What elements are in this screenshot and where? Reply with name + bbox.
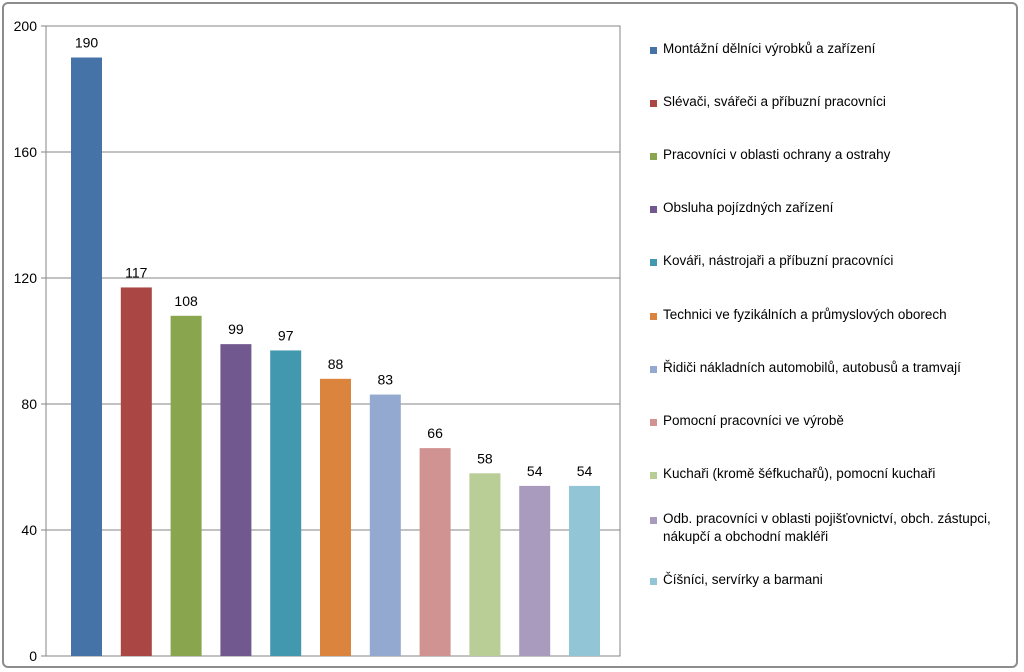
legend-swatch: [650, 471, 657, 479]
bar: [71, 57, 102, 656]
legend-swatch: [650, 100, 657, 108]
legend-label: Montážní dělníci výrobků a zařízení: [663, 41, 876, 56]
legend-swatch: [650, 47, 657, 54]
legend-swatch: [650, 578, 657, 585]
legend-label: Pracovníci v oblasti ochrany a ostrahy: [663, 147, 891, 163]
bar: [170, 315, 202, 656]
bar: [369, 394, 401, 656]
legend-swatch: [650, 312, 657, 320]
legend-item: Technici ve fyzikálních a průmyslových o…: [650, 306, 1020, 324]
data-label: 83: [378, 372, 394, 388]
data-label: 66: [427, 425, 443, 441]
legend-item: Kováři, nástrojaři a příbuzní pracovníci: [650, 252, 1020, 270]
y-tick-label: 40: [21, 522, 37, 538]
y-tick-label: 200: [14, 18, 38, 34]
legend-item: Montážní dělníci výrobků a zařízení: [650, 40, 1020, 58]
bar: [220, 344, 252, 656]
data-label: 108: [174, 293, 198, 309]
legend-swatch: [650, 206, 657, 214]
legend-swatch: [650, 259, 657, 267]
legend-label: Obsluha pojízdných zařízení: [663, 200, 834, 216]
bar: [120, 287, 152, 656]
legend-item: Odb. pracovníci v oblasti pojišťovnictví…: [650, 510, 1020, 546]
legend-item: Obsluha pojízdných zařízení: [650, 199, 1020, 217]
legend-label: Číšníci, servírky a barmani: [663, 572, 823, 587]
data-label: 117: [125, 264, 148, 280]
legend-label: Pomocní pracovníci ve výrobě: [663, 412, 844, 428]
legend-item: Číšníci, servírky a barmani: [650, 571, 1020, 589]
legend-label: Kováři, nástrojaři a příbuzní pracovníci: [663, 253, 894, 269]
bar: [569, 485, 600, 656]
y-tick-label: 0: [29, 648, 37, 664]
bar: [270, 350, 302, 656]
bar: [320, 378, 351, 656]
legend-item: Pomocní pracovníci ve výrobě: [650, 412, 1020, 430]
legend-label: Technici ve fyzikálních a průmyslových o…: [663, 306, 947, 322]
bar: [519, 485, 551, 656]
data-label: 58: [477, 450, 493, 466]
y-tick-label: 80: [21, 396, 37, 412]
legend-item: Řidiči nákladních automobilů, autobusů a…: [650, 359, 1020, 377]
data-label: 190: [75, 35, 99, 51]
data-label: 54: [577, 463, 593, 479]
legend-label: Slévači, svářeči a příbuzní pracovníci: [663, 94, 886, 110]
legend-swatch: [650, 516, 657, 524]
legend-swatch: [650, 418, 657, 426]
y-tick-label: 120: [14, 270, 38, 286]
legend-item: Kuchaři (kromě šéfkuchařů), pomocní kuch…: [650, 465, 1020, 483]
data-label: 88: [328, 356, 344, 372]
legend-item: Pracovníci v oblasti ochrany a ostrahy: [650, 146, 1020, 164]
y-tick-label: 160: [14, 144, 38, 160]
legend-item: Slévači, svářeči a příbuzní pracovníci: [650, 93, 1020, 111]
data-label: 99: [228, 321, 244, 337]
data-label: 54: [527, 463, 543, 479]
bar: [469, 473, 501, 656]
bar: [419, 448, 451, 656]
legend-swatch: [650, 365, 657, 373]
data-label: 97: [278, 327, 294, 343]
legend-label: Kuchaři (kromě šéfkuchařů), pomocní kuch…: [663, 465, 936, 481]
legend-label: Řidiči nákladních automobilů, autobusů a…: [663, 359, 961, 375]
legend-label: Odb. pracovníci v oblasti pojišťovnictví…: [663, 510, 991, 544]
legend-swatch: [650, 153, 657, 161]
